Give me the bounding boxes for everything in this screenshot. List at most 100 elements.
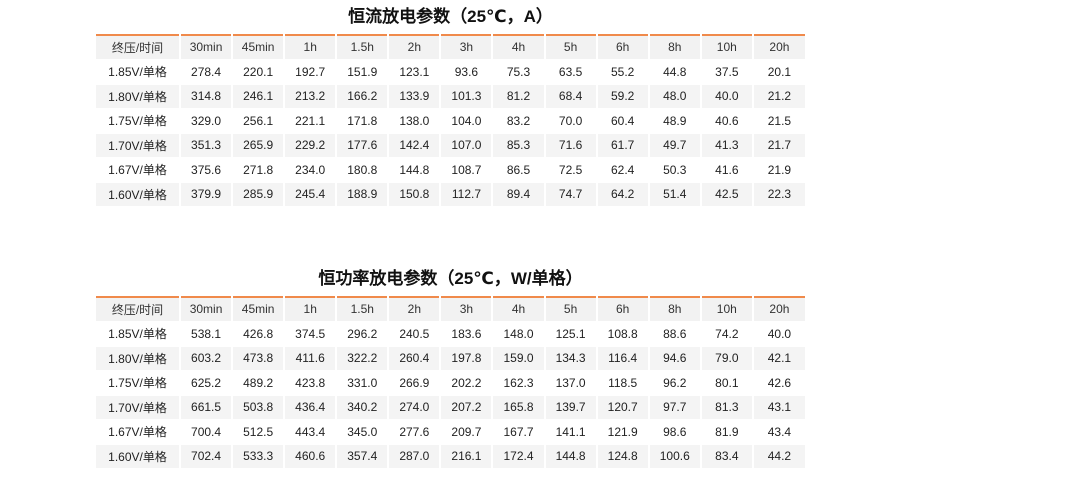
table-cell: 188.9 bbox=[335, 182, 389, 208]
table-cell: 603.2 bbox=[178, 346, 233, 372]
row-label-cell: 1.80V/单格 bbox=[96, 346, 180, 372]
row-label-cell: 终压/时间 bbox=[96, 35, 180, 61]
table-cell: 240.5 bbox=[387, 321, 441, 347]
table-cell: 81.2 bbox=[491, 84, 545, 110]
table-cell: 94.6 bbox=[647, 346, 701, 372]
table-cell: 216.1 bbox=[439, 444, 493, 470]
table-cell: 101.3 bbox=[439, 84, 493, 110]
table-cell: 340.2 bbox=[335, 395, 389, 421]
table-cell: 379.9 bbox=[178, 182, 233, 208]
table-cell: 59.2 bbox=[595, 84, 649, 110]
table-cell: 70.0 bbox=[543, 108, 597, 134]
table-row: 1.70V/单格 351.3 265.9 229.2 177.6 142.4 107.0 85… bbox=[96, 133, 805, 159]
table-cell: 74.2 bbox=[699, 321, 753, 347]
constant-power-table-block: 恒功率放电参数（25℃，W/单格） 终压/时间 30min 45min 1h 1.5h 2… bbox=[96, 262, 805, 470]
table-cell: 42.1 bbox=[751, 346, 805, 372]
table-cell: 44.2 bbox=[751, 444, 805, 470]
table-cell: 8h bbox=[647, 297, 701, 323]
row-label-cell: 1.75V/单格 bbox=[96, 108, 180, 134]
table-cell: 141.1 bbox=[543, 419, 597, 445]
table-cell: 45min bbox=[231, 35, 285, 61]
table-cell: 197.8 bbox=[439, 346, 493, 372]
table-cell: 85.3 bbox=[491, 133, 545, 159]
table-cell: 234.0 bbox=[283, 157, 337, 183]
table-cell: 144.8 bbox=[387, 157, 441, 183]
row-label-cell: 1.67V/单格 bbox=[96, 157, 180, 183]
table-cell: 63.5 bbox=[543, 59, 597, 85]
table-cell: 107.0 bbox=[439, 133, 493, 159]
table-cell: 8h bbox=[647, 35, 701, 61]
table-cell: 118.5 bbox=[595, 370, 649, 396]
table-cell: 2h bbox=[387, 35, 441, 61]
table-cell: 271.8 bbox=[231, 157, 285, 183]
table-cell: 503.8 bbox=[231, 395, 285, 421]
table-cell: 1h bbox=[283, 35, 337, 61]
table-cell: 30min bbox=[178, 297, 233, 323]
table-cell: 108.8 bbox=[595, 321, 649, 347]
table-cell: 5h bbox=[543, 35, 597, 61]
table-cell: 21.7 bbox=[751, 133, 805, 159]
table-cell: 661.5 bbox=[178, 395, 233, 421]
table-cell: 40.0 bbox=[699, 84, 753, 110]
table-row: 1.85V/单格 538.1 426.8 374.5 296.2 240.5 183.6 14… bbox=[96, 321, 805, 347]
table-cell: 180.8 bbox=[335, 157, 389, 183]
table-cell: 40.6 bbox=[699, 108, 753, 134]
table-cell: 1h bbox=[283, 297, 337, 323]
table-cell: 144.8 bbox=[543, 444, 597, 470]
table-cell: 37.5 bbox=[699, 59, 753, 85]
table-cell: 489.2 bbox=[231, 370, 285, 396]
table-cell: 700.4 bbox=[178, 419, 233, 445]
table-cell: 142.4 bbox=[387, 133, 441, 159]
table-cell: 108.7 bbox=[439, 157, 493, 183]
table-cell: 207.2 bbox=[439, 395, 493, 421]
table-cell: 61.7 bbox=[595, 133, 649, 159]
table-cell: 287.0 bbox=[387, 444, 441, 470]
table-cell: 51.4 bbox=[647, 182, 701, 208]
table-row: 1.75V/单格 329.0 256.1 221.1 171.8 138.0 104.0 83… bbox=[96, 108, 805, 134]
table-cell: 192.7 bbox=[283, 59, 337, 85]
table-cell: 162.3 bbox=[491, 370, 545, 396]
table-cell: 6h bbox=[595, 297, 649, 323]
table-cell: 245.4 bbox=[283, 182, 337, 208]
table-cell: 86.5 bbox=[491, 157, 545, 183]
table-row: 1.67V/单格 375.6 271.8 234.0 180.8 144.8 108.7 86… bbox=[96, 157, 805, 183]
table-cell: 42.5 bbox=[699, 182, 753, 208]
table-cell: 209.7 bbox=[439, 419, 493, 445]
table-title: 恒流放电参数（25℃，A） bbox=[348, 7, 553, 26]
table-cell: 43.1 bbox=[751, 395, 805, 421]
table-cell: 172.4 bbox=[491, 444, 545, 470]
table-title: 恒功率放电参数（25℃，W/单格） bbox=[318, 269, 583, 288]
table-cell: 71.6 bbox=[543, 133, 597, 159]
row-label-cell: 1.85V/单格 bbox=[96, 59, 180, 85]
constant-current-table-block: 恒流放电参数（25℃，A） 终压/时间 30min 45min 1h 1.5h 2h 3h 4… bbox=[96, 0, 805, 208]
table-cell: 314.8 bbox=[178, 84, 233, 110]
table-cell: 702.4 bbox=[178, 444, 233, 470]
table-cell: 49.7 bbox=[647, 133, 701, 159]
table-cell: 150.8 bbox=[387, 182, 441, 208]
table-cell: 538.1 bbox=[178, 321, 233, 347]
table-cell: 1.5h bbox=[335, 35, 389, 61]
table-cell: 100.6 bbox=[647, 444, 701, 470]
table-cell: 104.0 bbox=[439, 108, 493, 134]
table-row: 1.85V/单格 278.4 220.1 192.7 151.9 123.1 93.6 75.… bbox=[96, 59, 805, 85]
table-row: 1.80V/单格 603.2 473.8 411.6 322.2 260.4 197.8 15… bbox=[96, 346, 805, 372]
table-cell: 285.9 bbox=[231, 182, 285, 208]
table-cell: 74.7 bbox=[543, 182, 597, 208]
table-cell: 473.8 bbox=[231, 346, 285, 372]
table-cell: 183.6 bbox=[439, 321, 493, 347]
table-cell: 220.1 bbox=[231, 59, 285, 85]
header-row: 终压/时间 30min 45min 1h 1.5h 2h 3h 4h 5h 6h 8h 10h 20h bbox=[96, 297, 805, 323]
table-cell: 21.9 bbox=[751, 157, 805, 183]
table-cell: 48.9 bbox=[647, 108, 701, 134]
table-row: 1.80V/单格 314.8 246.1 213.2 166.2 133.9 101.3 81… bbox=[96, 84, 805, 110]
table-cell: 80.1 bbox=[699, 370, 753, 396]
table-cell: 166.2 bbox=[335, 84, 389, 110]
table-cell: 221.1 bbox=[283, 108, 337, 134]
table-cell: 62.4 bbox=[595, 157, 649, 183]
table-cell: 64.2 bbox=[595, 182, 649, 208]
table-cell: 265.9 bbox=[231, 133, 285, 159]
table-row: 1.67V/单格 700.4 512.5 443.4 345.0 277.6 209.7 16… bbox=[96, 419, 805, 445]
table-cell: 266.9 bbox=[387, 370, 441, 396]
table-cell: 374.5 bbox=[283, 321, 337, 347]
table-cell: 116.4 bbox=[595, 346, 649, 372]
